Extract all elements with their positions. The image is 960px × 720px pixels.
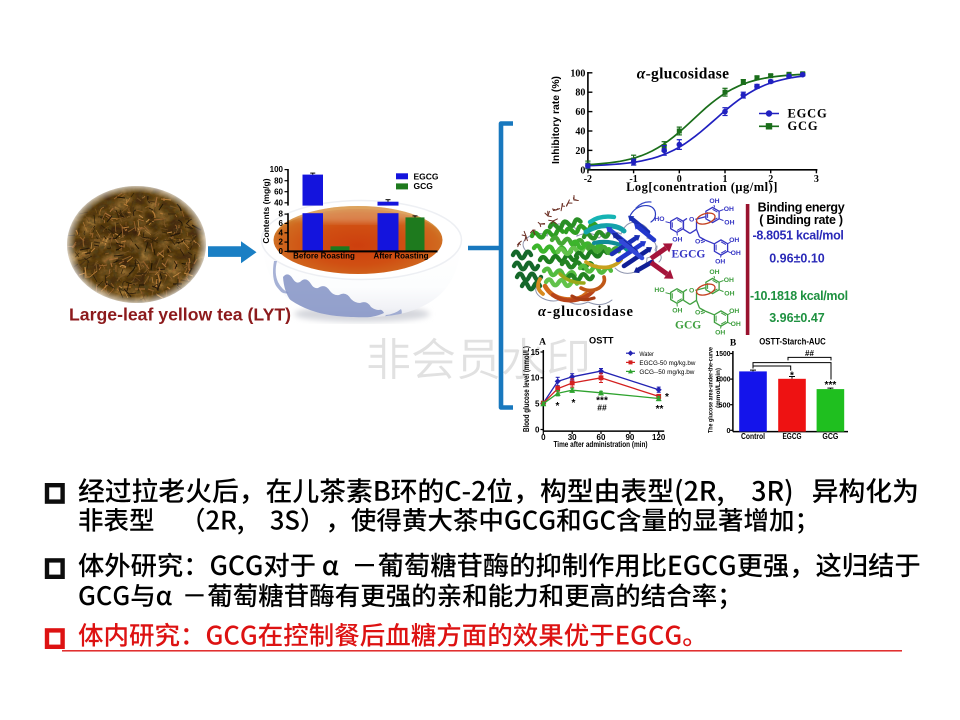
svg-text:A: A <box>539 338 546 348</box>
svg-text:0: 0 <box>279 247 284 256</box>
svg-text:***: *** <box>596 396 608 407</box>
svg-text:Binding energy: Binding energy <box>758 201 845 215</box>
svg-text:OH: OH <box>729 308 739 315</box>
svg-text:80: 80 <box>274 176 283 185</box>
svg-text:##: ## <box>597 403 607 413</box>
svg-text:HO: HO <box>654 287 664 294</box>
svg-text:Blood glucose level (mmol/L): Blood glucose level (mmol/L) <box>522 346 531 432</box>
svg-text:OH: OH <box>709 269 719 276</box>
svg-text:-1: -1 <box>629 174 637 185</box>
svg-text:OH: OH <box>672 307 682 314</box>
svg-text:*: * <box>556 401 560 412</box>
svg-text:-10.1818 kcal/mol: -10.1818 kcal/mol <box>750 289 848 303</box>
svg-text:OH: OH <box>724 291 734 298</box>
svg-text:*: * <box>665 392 669 403</box>
svg-text:GCG: GCG <box>788 119 819 133</box>
svg-text:30: 30 <box>568 433 577 442</box>
svg-text:1000: 1000 <box>716 375 731 384</box>
svg-text:EGCG-50 mg/kg.bw: EGCG-50 mg/kg.bw <box>639 360 695 367</box>
svg-text:OH: OH <box>724 206 734 213</box>
svg-text:OSTT: OSTT <box>589 336 614 346</box>
svg-text:0: 0 <box>535 425 540 434</box>
svg-text:OH: OH <box>724 220 734 227</box>
svg-text:Log[conentration (μg/ml)]: Log[conentration (μg/ml)] <box>626 180 778 194</box>
svg-text:The glucose area-under-the-cur: The glucose area-under-the-curve <box>708 347 715 433</box>
svg-text:*: * <box>572 398 576 409</box>
svg-text:Contents (mg/g): Contents (mg/g) <box>261 178 271 243</box>
svg-text:60: 60 <box>575 107 585 118</box>
svg-text:8: 8 <box>279 210 284 219</box>
svg-text:100: 100 <box>270 165 284 174</box>
svg-text:HO: HO <box>654 216 664 223</box>
svg-text:2: 2 <box>768 174 773 185</box>
svg-text:1: 1 <box>723 174 728 185</box>
svg-text:10: 10 <box>531 374 540 383</box>
svg-text:Water: Water <box>639 351 654 358</box>
svg-text:15: 15 <box>531 348 540 357</box>
svg-text:OH: OH <box>672 236 682 243</box>
svg-text:120: 120 <box>652 433 666 442</box>
svg-text:O: O <box>689 288 694 295</box>
svg-text:##: ## <box>805 349 814 358</box>
svg-text:60: 60 <box>274 187 283 196</box>
svg-text:90: 90 <box>625 433 634 442</box>
svg-text:OSTT-Starch-AUC: OSTT-Starch-AUC <box>759 337 826 347</box>
svg-text:***: *** <box>825 380 837 391</box>
svg-text:(mmol/L.min): (mmol/L.min) <box>715 368 722 408</box>
svg-text:100: 100 <box>570 68 585 79</box>
svg-text:0: 0 <box>580 165 585 176</box>
svg-text:0: 0 <box>541 433 546 442</box>
svg-text:OH: OH <box>729 237 739 244</box>
svg-text:Control: Control <box>741 432 765 441</box>
svg-text:GCG--50 mg/kg.bw: GCG--50 mg/kg.bw <box>639 369 694 376</box>
svg-text:EGCG: EGCG <box>672 248 706 260</box>
svg-text:EGCG: EGCG <box>788 106 828 120</box>
svg-text:1500: 1500 <box>716 349 731 358</box>
svg-text:After Roasting: After Roasting <box>373 252 428 261</box>
svg-text:B: B <box>730 339 737 349</box>
svg-text:EGCG: EGCG <box>783 432 802 441</box>
svg-text:*: * <box>790 371 794 382</box>
svg-text:α-glucosidase: α-glucosidase <box>637 66 730 83</box>
svg-text:( Binding rate ): ( Binding rate ) <box>759 213 843 227</box>
svg-text:2: 2 <box>279 238 284 247</box>
svg-text:OH: OH <box>715 329 725 336</box>
svg-text:3.96±0.47: 3.96±0.47 <box>769 311 825 325</box>
svg-text:0: 0 <box>677 174 682 185</box>
svg-text:500: 500 <box>719 400 731 409</box>
svg-text:Inhibitory rate (%): Inhibitory rate (%) <box>551 76 562 164</box>
svg-text:Large-leaf yellow tea (LYT): Large-leaf yellow tea (LYT) <box>69 305 291 325</box>
svg-text:OH: OH <box>715 258 725 265</box>
svg-text:80: 80 <box>575 88 585 99</box>
svg-text:20: 20 <box>575 146 585 157</box>
svg-text:GCG: GCG <box>822 432 838 441</box>
svg-text:O: O <box>695 309 700 316</box>
svg-text:α-glucosidase: α-glucosidase <box>538 304 634 320</box>
svg-text:-2: -2 <box>584 174 592 185</box>
svg-text:O: O <box>689 217 694 224</box>
svg-text:OH: OH <box>731 250 741 257</box>
svg-text:3: 3 <box>814 174 819 185</box>
svg-text:OH: OH <box>709 198 719 205</box>
svg-text:OH: OH <box>724 277 734 284</box>
svg-text:0: 0 <box>727 426 731 435</box>
svg-text:GCG: GCG <box>414 181 434 191</box>
svg-text:OH: OH <box>731 321 741 328</box>
svg-text:6: 6 <box>279 219 284 228</box>
svg-text:60: 60 <box>597 433 606 442</box>
svg-text:EGCG: EGCG <box>414 171 439 181</box>
svg-text:**: ** <box>656 404 664 415</box>
svg-text:40: 40 <box>575 127 585 138</box>
svg-text:O: O <box>695 238 700 245</box>
svg-text:Time after administration (min: Time after administration (min) <box>554 439 648 449</box>
svg-text:5: 5 <box>535 400 540 409</box>
svg-text:-8.8051 kcal/mol: -8.8051 kcal/mol <box>753 229 844 243</box>
svg-text:0.96±0.10: 0.96±0.10 <box>769 252 825 266</box>
svg-text:Before Roasting: Before Roasting <box>293 252 355 261</box>
svg-text:4: 4 <box>279 228 284 237</box>
svg-text:GCG: GCG <box>675 320 701 332</box>
svg-text:40: 40 <box>274 198 283 207</box>
